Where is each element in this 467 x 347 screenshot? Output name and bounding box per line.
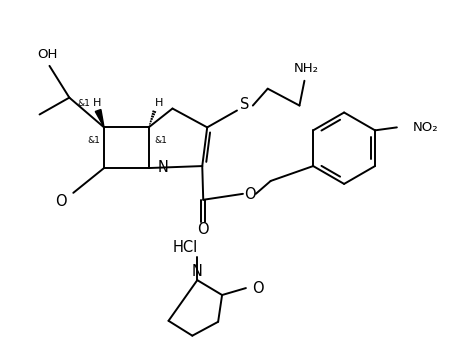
- Text: N: N: [192, 264, 203, 279]
- Text: O: O: [244, 187, 255, 202]
- Text: &1: &1: [78, 99, 91, 108]
- Text: &1: &1: [88, 136, 100, 145]
- Text: &1: &1: [154, 136, 167, 145]
- Text: N: N: [157, 160, 169, 175]
- Text: NH₂: NH₂: [294, 62, 319, 75]
- Text: O: O: [198, 222, 209, 237]
- Text: S: S: [240, 97, 249, 112]
- Text: O: O: [252, 281, 263, 296]
- Text: OH: OH: [37, 49, 58, 61]
- Text: NO₂: NO₂: [413, 121, 439, 134]
- Text: H: H: [93, 98, 101, 108]
- Text: O: O: [56, 194, 67, 209]
- Polygon shape: [95, 110, 104, 127]
- Text: HCl: HCl: [173, 240, 198, 255]
- Text: H: H: [155, 98, 163, 108]
